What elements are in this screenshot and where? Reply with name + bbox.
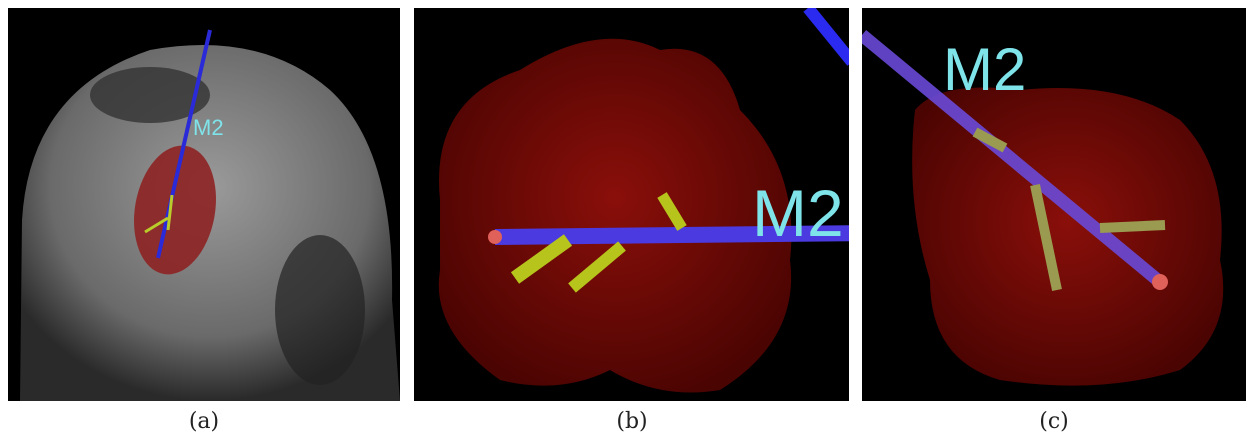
caption: (c) (1039, 409, 1069, 434)
panel-b: M2 (414, 8, 849, 401)
marker-label: M2 (752, 176, 844, 250)
marker-label: M2 (193, 115, 224, 140)
panel-a: M2 (8, 8, 400, 401)
marker-label: M2 (943, 36, 1026, 103)
panel-c: M2 (862, 8, 1246, 401)
caption: (b) (616, 409, 647, 434)
caption: (a) (189, 409, 219, 434)
